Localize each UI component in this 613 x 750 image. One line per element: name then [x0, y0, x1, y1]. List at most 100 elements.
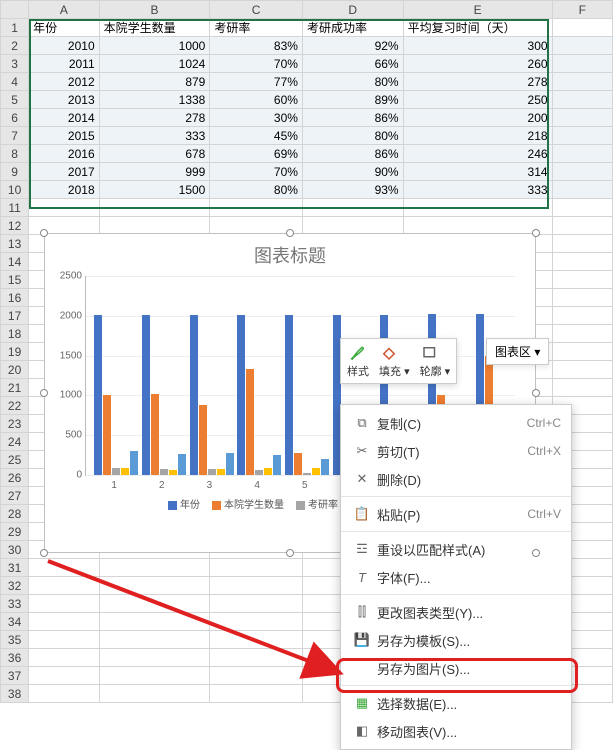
- row-header[interactable]: 27: [1, 487, 29, 505]
- row-header[interactable]: 2: [1, 37, 29, 55]
- cell[interactable]: 80%: [302, 127, 403, 145]
- cell[interactable]: 66%: [302, 55, 403, 73]
- resize-handle[interactable]: [286, 229, 294, 237]
- cell[interactable]: [552, 145, 612, 163]
- resize-handle[interactable]: [40, 549, 48, 557]
- row-header[interactable]: 21: [1, 379, 29, 397]
- cell[interactable]: [552, 181, 612, 199]
- cell[interactable]: 80%: [302, 73, 403, 91]
- menu-change-chart-type[interactable]: ⫿⫿更改图表类型(Y)...: [341, 598, 571, 626]
- cell[interactable]: 89%: [302, 91, 403, 109]
- cell[interactable]: 92%: [302, 37, 403, 55]
- row-header[interactable]: 1: [1, 19, 29, 37]
- row-header[interactable]: 12: [1, 217, 29, 235]
- row-header[interactable]: 32: [1, 577, 29, 595]
- row-header[interactable]: 15: [1, 271, 29, 289]
- cell[interactable]: 2010: [29, 37, 99, 55]
- menu-save-picture[interactable]: 另存为图片(S)...: [341, 654, 571, 682]
- row-header[interactable]: 19: [1, 343, 29, 361]
- col-B[interactable]: B: [99, 1, 210, 19]
- chart-element-selector[interactable]: 图表区 ▾: [486, 338, 549, 365]
- cell[interactable]: 2013: [29, 91, 99, 109]
- row-header[interactable]: 7: [1, 127, 29, 145]
- corner-cell[interactable]: [1, 1, 29, 19]
- style-dropdown[interactable]: 样式: [347, 343, 369, 379]
- row-header[interactable]: 25: [1, 451, 29, 469]
- cell[interactable]: [552, 91, 612, 109]
- cell[interactable]: 70%: [210, 163, 303, 181]
- row-header[interactable]: 33: [1, 595, 29, 613]
- col-D[interactable]: D: [302, 1, 403, 19]
- cell[interactable]: 218: [403, 127, 552, 145]
- row-header[interactable]: 37: [1, 667, 29, 685]
- row-header[interactable]: 5: [1, 91, 29, 109]
- cell[interactable]: 678: [99, 145, 210, 163]
- cell[interactable]: 1000: [99, 37, 210, 55]
- cell[interactable]: 2016: [29, 145, 99, 163]
- row-header[interactable]: 38: [1, 685, 29, 703]
- cell[interactable]: 77%: [210, 73, 303, 91]
- menu-copy[interactable]: ⧉复制(C)Ctrl+C: [341, 409, 571, 437]
- cell[interactable]: 1024: [99, 55, 210, 73]
- col-E[interactable]: E: [403, 1, 552, 19]
- row-header[interactable]: 11: [1, 199, 29, 217]
- menu-paste[interactable]: 📋粘贴(P)Ctrl+V: [341, 500, 571, 528]
- row-header[interactable]: 3: [1, 55, 29, 73]
- cell[interactable]: 1338: [99, 91, 210, 109]
- row-header[interactable]: 26: [1, 469, 29, 487]
- cell[interactable]: 86%: [302, 145, 403, 163]
- cell[interactable]: 999: [99, 163, 210, 181]
- cell[interactable]: 83%: [210, 37, 303, 55]
- cell[interactable]: 246: [403, 145, 552, 163]
- row-header[interactable]: 6: [1, 109, 29, 127]
- cell[interactable]: 260: [403, 55, 552, 73]
- row-header[interactable]: 8: [1, 145, 29, 163]
- cell[interactable]: 2017: [29, 163, 99, 181]
- fill-dropdown[interactable]: 填充 ▾: [379, 343, 410, 379]
- cell[interactable]: 278: [99, 109, 210, 127]
- cell[interactable]: 45%: [210, 127, 303, 145]
- cell[interactable]: 考研成功率: [302, 19, 403, 37]
- cell[interactable]: [552, 127, 612, 145]
- cell[interactable]: 250: [403, 91, 552, 109]
- cell[interactable]: 86%: [302, 109, 403, 127]
- row-header[interactable]: 34: [1, 613, 29, 631]
- cell[interactable]: 30%: [210, 109, 303, 127]
- resize-handle[interactable]: [40, 229, 48, 237]
- menu-save-template[interactable]: 💾另存为模板(S)...: [341, 626, 571, 654]
- resize-handle[interactable]: [532, 389, 540, 397]
- menu-select-data[interactable]: ▦选择数据(E)...: [341, 689, 571, 717]
- cell[interactable]: [552, 37, 612, 55]
- cell[interactable]: 70%: [210, 55, 303, 73]
- cell[interactable]: 200: [403, 109, 552, 127]
- col-F[interactable]: F: [552, 1, 612, 19]
- row-header[interactable]: 13: [1, 235, 29, 253]
- cell[interactable]: 2011: [29, 55, 99, 73]
- row-header[interactable]: 22: [1, 397, 29, 415]
- cell[interactable]: 2015: [29, 127, 99, 145]
- cell[interactable]: [552, 55, 612, 73]
- row-header[interactable]: 9: [1, 163, 29, 181]
- row-header[interactable]: 17: [1, 307, 29, 325]
- cell[interactable]: 333: [403, 181, 552, 199]
- row-header[interactable]: 30: [1, 541, 29, 559]
- cell[interactable]: [552, 73, 612, 91]
- cell[interactable]: 2018: [29, 181, 99, 199]
- cell[interactable]: 333: [99, 127, 210, 145]
- chart-title[interactable]: 图表标题: [45, 234, 535, 272]
- cell[interactable]: 考研率: [210, 19, 303, 37]
- cell[interactable]: 879: [99, 73, 210, 91]
- col-C[interactable]: C: [210, 1, 303, 19]
- resize-handle[interactable]: [532, 549, 540, 557]
- row-header[interactable]: 35: [1, 631, 29, 649]
- menu-delete[interactable]: ✕删除(D): [341, 465, 571, 493]
- cell[interactable]: 69%: [210, 145, 303, 163]
- cell[interactable]: 1500: [99, 181, 210, 199]
- menu-cut[interactable]: ✂剪切(T)Ctrl+X: [341, 437, 571, 465]
- row-header[interactable]: 36: [1, 649, 29, 667]
- row-header[interactable]: 24: [1, 433, 29, 451]
- cell[interactable]: 80%: [210, 181, 303, 199]
- cell[interactable]: [552, 109, 612, 127]
- row-header[interactable]: 10: [1, 181, 29, 199]
- resize-handle[interactable]: [286, 549, 294, 557]
